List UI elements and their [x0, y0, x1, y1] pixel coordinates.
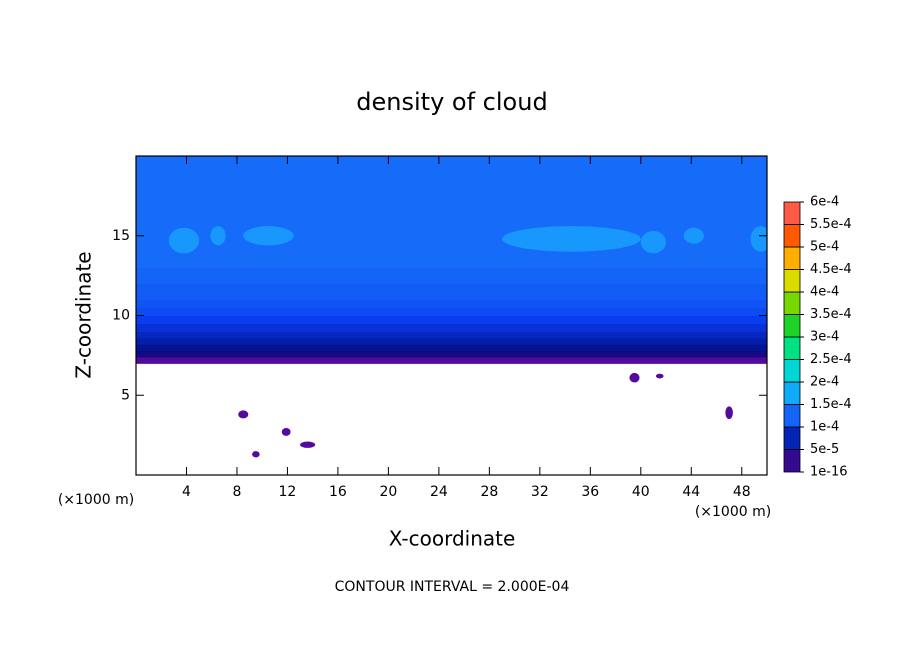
x-tick-label: 28: [480, 484, 498, 500]
contour-patch: [252, 451, 260, 458]
colorbar-label: 4.5e-4: [810, 262, 852, 277]
contour-band: [136, 156, 767, 269]
contour-band: [136, 337, 767, 345]
contour-band: [136, 323, 767, 332]
y-tick-label: 15: [112, 228, 130, 244]
x-tick-label: 20: [379, 484, 397, 500]
contour-interval: CONTOUR INTERVAL = 2.000E-04: [335, 579, 570, 595]
x-unit-left: (×1000 m): [58, 492, 134, 508]
colorbar-box: [783, 359, 801, 383]
colorbar-label: 5e-4: [810, 240, 839, 255]
mask-right: [767, 156, 779, 475]
colorbar-label: 1e-16: [810, 465, 848, 480]
x-tick-label: 44: [682, 484, 700, 500]
x-tick-label: 24: [430, 484, 448, 500]
x-axis-label: X-coordinate: [389, 527, 516, 551]
x-tick-label: 36: [581, 484, 599, 500]
colorbar-label: 5e-5: [810, 442, 839, 457]
contour-patch: [655, 373, 664, 379]
colorbar-box: [783, 246, 801, 270]
y-tick-label: 10: [112, 308, 130, 324]
contour-patch: [210, 226, 226, 246]
contour-band: [136, 299, 767, 309]
x-tick-label: 12: [279, 484, 297, 500]
colorbar-label: 5.5e-4: [810, 217, 852, 232]
contour-band: [136, 315, 767, 324]
colorbar-label: 3.5e-4: [810, 307, 852, 322]
x-tick-label: 4: [182, 484, 191, 500]
colorbar-box: [783, 269, 801, 293]
contour-patch: [300, 441, 316, 448]
contour-band: [136, 331, 767, 339]
contour-band: [136, 350, 767, 358]
contour-patch: [243, 226, 294, 246]
mask-left: [124, 156, 136, 475]
x-tick-label: 40: [632, 484, 650, 500]
contour-band: [136, 307, 767, 316]
colorbar-box: [783, 336, 801, 360]
contour-patch: [168, 227, 200, 254]
x-tick-label: 32: [531, 484, 549, 500]
colorbar-box: [783, 201, 801, 225]
colorbar-label: 4e-4: [810, 285, 839, 300]
x-tick-label: 16: [329, 484, 347, 500]
contour-patch: [725, 406, 733, 420]
contour-band: [136, 283, 767, 301]
colorbar-label: 2e-4: [810, 375, 839, 390]
contour-patch: [750, 226, 771, 252]
contour-patch: [238, 410, 249, 419]
contour-patch: [501, 226, 641, 252]
colorbar-box: [783, 449, 801, 473]
colorbar-box: [783, 426, 801, 450]
colorbar-label: 1e-4: [810, 420, 839, 435]
y-axis-label: Z-coordinate: [72, 251, 96, 378]
contour-patch: [281, 427, 291, 436]
colorbar-label: 1.5e-4: [810, 397, 852, 412]
chart-title: density of cloud: [356, 88, 547, 116]
x-tick-label: 8: [232, 484, 241, 500]
colorbar-box: [783, 291, 801, 315]
contour-band: [136, 356, 767, 364]
contour-patch: [640, 230, 667, 254]
contour-patch: [683, 227, 704, 244]
colorbar-label: 3e-4: [810, 330, 839, 345]
colorbar-box: [783, 404, 801, 428]
contour-patch: [629, 372, 640, 383]
colorbar-box: [783, 314, 801, 338]
contour-band: [136, 344, 767, 352]
y-tick-label: 5: [121, 387, 130, 403]
x-unit-right: (×1000 m): [695, 504, 771, 520]
colorbar-label: 6e-4: [810, 195, 839, 210]
x-tick-label: 48: [733, 484, 751, 500]
colorbar-label: 2.5e-4: [810, 352, 852, 367]
colorbar-box: [783, 224, 801, 248]
plot-area: [136, 156, 771, 475]
colorbar-box: [783, 381, 801, 405]
contour-band: [136, 267, 767, 285]
